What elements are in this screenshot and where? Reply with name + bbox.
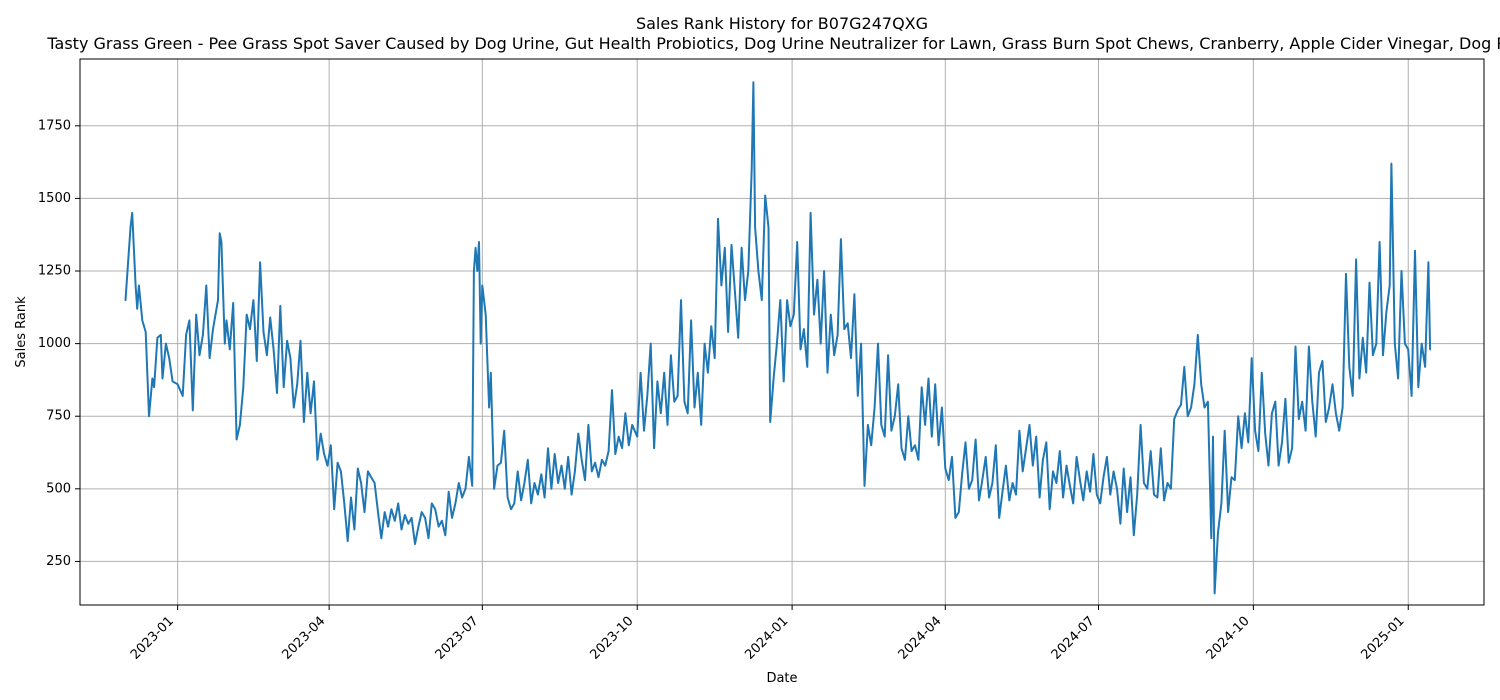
y-tick-label: 750: [46, 409, 71, 424]
y-tick-label: 1250: [38, 264, 71, 279]
series-layer: [124, 81, 1432, 595]
y-tick-label: 500: [46, 481, 71, 496]
y-tick-label: 1750: [38, 118, 71, 133]
x-axis-label: Date: [766, 671, 797, 686]
y-tick-label: 1000: [38, 336, 71, 351]
y-axis-ticks: 250 500 750 1000 1250 1500 1750: [38, 118, 80, 569]
sales-rank-line: [124, 81, 1432, 595]
chart-subtitle: Tasty Grass Green - Pee Grass Spot Saver…: [46, 34, 1500, 53]
chart-title: Sales Rank History for B07G247QXG: [636, 14, 928, 33]
y-tick-label: 1500: [38, 191, 71, 206]
y-tick-label: 250: [46, 554, 71, 569]
plot-frame: [79, 58, 1485, 606]
y-axis-label: Sales Rank: [14, 296, 29, 368]
